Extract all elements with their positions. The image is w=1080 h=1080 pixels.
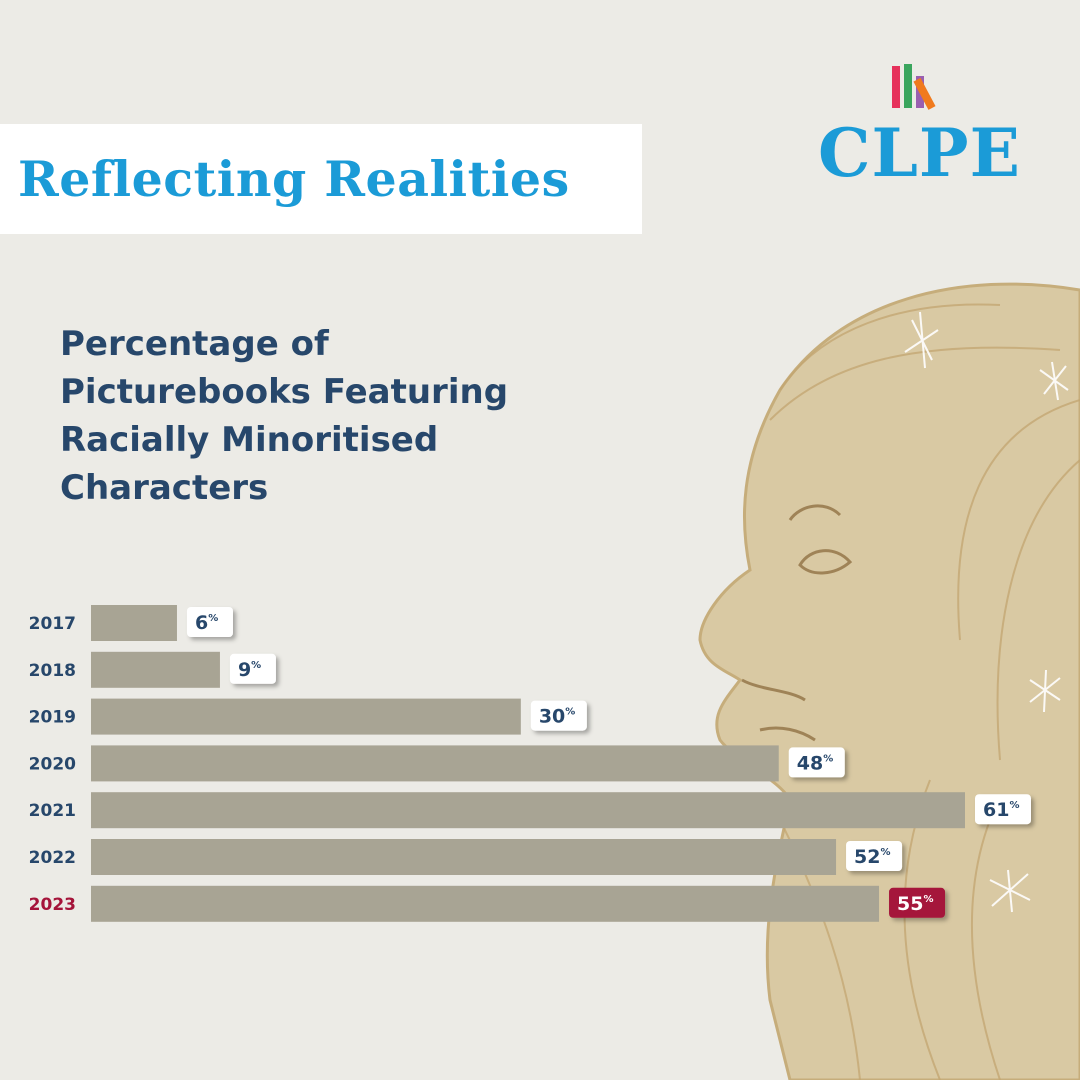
value-badge	[530, 700, 587, 731]
value-badge	[975, 794, 1031, 825]
value-badge	[788, 747, 845, 778]
value-badge	[889, 887, 946, 918]
chart-title: Percentage of Picturebooks Featuring Rac…	[60, 324, 509, 508]
year-label: 2018	[29, 661, 76, 681]
value-badge	[186, 607, 233, 637]
value-badge	[229, 653, 276, 684]
bar	[91, 885, 880, 922]
title-banner: Reflecting Realities	[0, 124, 642, 234]
clpe-logo: CLPE	[818, 62, 1028, 192]
logo-stripe	[913, 77, 936, 110]
logo-wordmark: CLPE	[818, 114, 1021, 192]
year-label: 2022	[29, 848, 76, 868]
bar	[91, 698, 521, 735]
bar	[91, 792, 965, 829]
logo-stripe	[892, 66, 900, 108]
year-label: 2023	[29, 895, 76, 915]
bar	[91, 745, 779, 782]
year-label: 2017	[29, 614, 76, 634]
year-label: 2021	[29, 801, 76, 821]
bar	[91, 839, 837, 875]
bar	[91, 651, 220, 688]
logo-stripe	[904, 64, 912, 108]
bar	[91, 605, 177, 641]
books-icon	[892, 64, 936, 110]
value-badge	[846, 841, 903, 871]
page-title: Reflecting Realities	[18, 150, 570, 208]
year-label: 2019	[29, 708, 76, 728]
year-label: 2020	[29, 754, 76, 774]
